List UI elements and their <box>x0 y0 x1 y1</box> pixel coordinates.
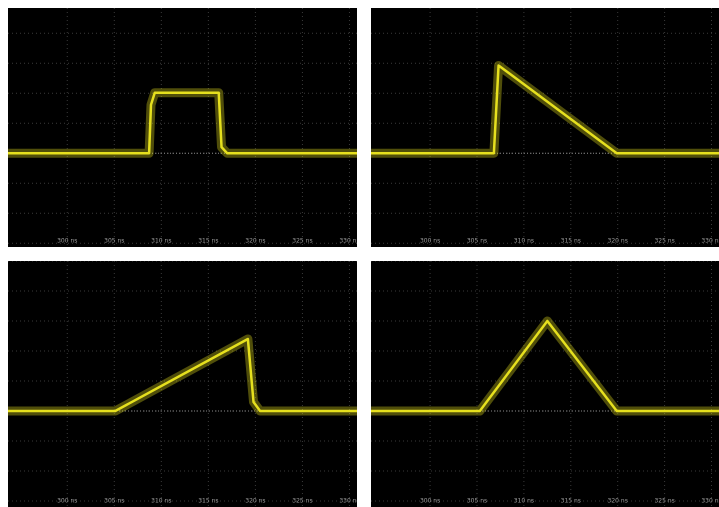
x-tick-label: 330 ns <box>701 238 719 245</box>
scope-panel: 300 ns 305 ns 310 ns 315 ns 320 ns 325 ns 330 … <box>371 261 719 507</box>
x-tick-label: 305 ns <box>104 498 124 505</box>
x-tick-label: 315 ns <box>561 498 581 505</box>
scope-panel: 300 ns 305 ns 310 ns 315 ns 320 ns 325 ns 330 … <box>8 8 357 247</box>
x-tick-label: 320 ns <box>245 498 265 505</box>
x-tick-label: 325 ns <box>292 498 312 505</box>
page: {"chart_data": [ {"type": "line", "x": [… <box>0 0 719 507</box>
x-tick-label: 330 ns <box>339 238 357 245</box>
x-tick-label: 320 ns <box>608 498 628 505</box>
trace <box>371 321 719 411</box>
x-tick-label: 310 ns <box>151 498 171 505</box>
x-tick-label: 310 ns <box>151 238 171 245</box>
x-tick-label: 325 ns <box>654 238 674 245</box>
scope-panel: 300 ns 305 ns 310 ns 315 ns 320 ns 325 ns 330 … <box>371 8 719 247</box>
x-tick-label: 320 ns <box>608 238 628 245</box>
x-tick-label: 310 ns <box>514 498 534 505</box>
x-tick-label: 310 ns <box>514 238 534 245</box>
x-tick-label: 305 ns <box>467 238 487 245</box>
x-tick-label: 300 ns <box>57 498 77 505</box>
x-tick-label: 315 ns <box>198 498 218 505</box>
x-tick-label: 320 ns <box>245 238 265 245</box>
x-tick-label: 305 ns <box>104 238 124 245</box>
x-tick-label: 305 ns <box>467 498 487 505</box>
x-tick-label: 300 ns <box>420 498 440 505</box>
x-tick-label: 330 ns <box>339 498 357 505</box>
x-tick-label: 325 ns <box>654 498 674 505</box>
x-tick-label: 325 ns <box>292 238 312 245</box>
x-tick-label: 315 ns <box>198 238 218 245</box>
x-tick-label: 300 ns <box>420 238 440 245</box>
trace <box>371 65 719 153</box>
x-tick-label: 315 ns <box>561 238 581 245</box>
x-tick-label: 300 ns <box>57 238 77 245</box>
scope-panel: 300 ns 305 ns 310 ns 315 ns 320 ns 325 ns 330 … <box>8 261 357 507</box>
trace-band <box>371 321 719 411</box>
trace <box>8 339 357 411</box>
x-tick-label: 330 ns <box>701 498 719 505</box>
trace-band <box>371 65 719 153</box>
